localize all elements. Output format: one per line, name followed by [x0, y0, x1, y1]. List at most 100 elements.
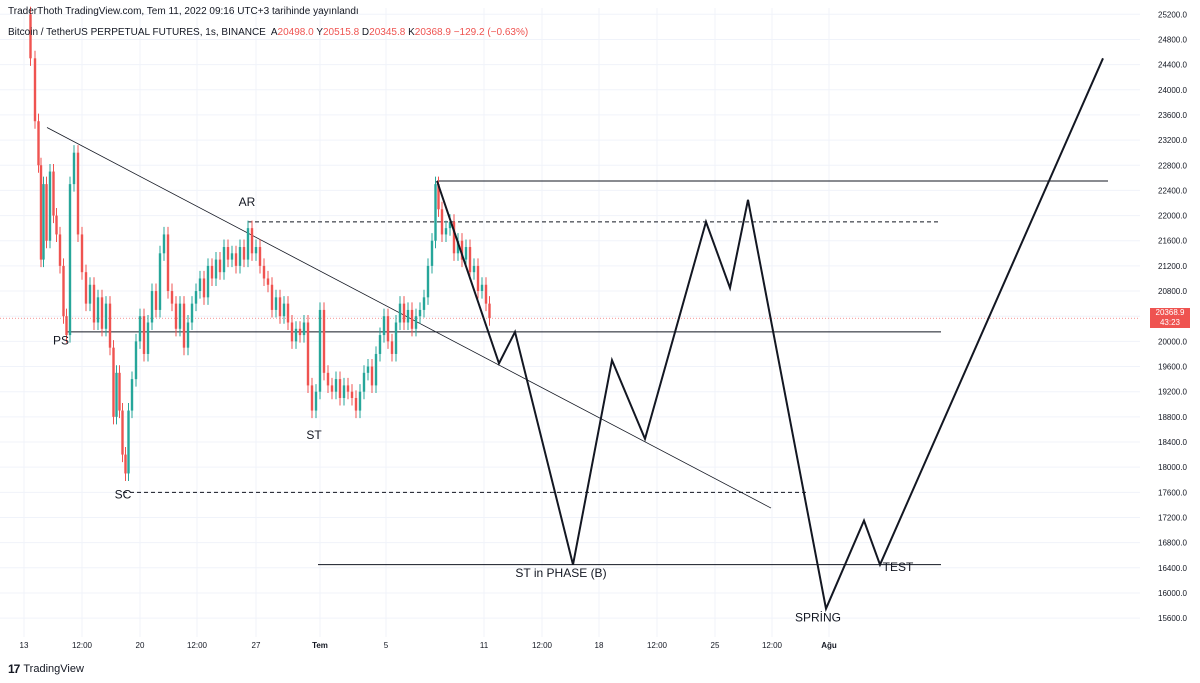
- price-tick-label: 23600.0: [1158, 111, 1187, 120]
- candle-body: [434, 184, 437, 241]
- candle-body: [468, 247, 472, 273]
- candle-body: [162, 234, 166, 254]
- candle-body: [29, 14, 32, 59]
- annotation-label: AR: [239, 195, 256, 209]
- price-tick-label: 16800.0: [1158, 539, 1187, 548]
- time-tick-label: 27: [252, 641, 261, 650]
- candle-body: [460, 240, 464, 260]
- close-value: 20368.9: [414, 27, 451, 38]
- candle-body: [378, 335, 382, 354]
- candle-body: [62, 265, 65, 317]
- candle-body: [286, 303, 290, 323]
- candle-body: [290, 322, 294, 342]
- candle-body: [410, 309, 414, 329]
- close-label: K: [408, 27, 415, 38]
- time-axis: 13 12:00 20 12:00 27 Tem 5 11 12:00 18 12:00 25 12:0…: [20, 641, 837, 650]
- candle-body: [146, 322, 150, 354]
- candle-body: [48, 171, 52, 241]
- price-tick-label: 24400.0: [1158, 61, 1187, 70]
- candle-body: [366, 366, 370, 373]
- time-tick-label: 13: [20, 641, 29, 650]
- candle-body: [440, 209, 444, 235]
- candle-body: [115, 372, 118, 417]
- candle-body: [65, 316, 68, 336]
- candle-body: [142, 316, 146, 354]
- candle-body: [390, 341, 394, 354]
- candle-body: [414, 316, 418, 329]
- candle-body: [476, 265, 480, 292]
- symbol-legend[interactable]: Bitcoin / TetherUS PERPETUAL FUTURES, 1s…: [8, 27, 528, 38]
- time-tick-label: 12:00: [187, 641, 208, 650]
- candle-body: [394, 322, 398, 354]
- candle-body: [480, 284, 484, 292]
- price-tick-label: 22800.0: [1158, 161, 1187, 170]
- projection-path: [436, 57, 1104, 613]
- candle-body: [254, 247, 258, 254]
- candle-body: [121, 410, 124, 455]
- candle-body: [282, 303, 286, 317]
- high-label: Y: [316, 27, 323, 38]
- price-tick-label: 24800.0: [1158, 35, 1187, 44]
- candle-body: [426, 265, 430, 298]
- price-tick-label: 20800.0: [1158, 287, 1187, 296]
- candle-body: [92, 284, 96, 323]
- candle-body: [68, 184, 72, 336]
- candle-body: [100, 297, 104, 329]
- time-tick-label: 11: [480, 641, 489, 650]
- candle-body: [104, 303, 108, 329]
- price-tick-label: 17200.0: [1158, 513, 1187, 522]
- candle-body: [45, 184, 48, 241]
- candle-body: [346, 385, 350, 392]
- price-tick-label: 21200.0: [1158, 262, 1187, 271]
- candle-body: [42, 184, 45, 260]
- price-tick-label: 24000.0: [1158, 86, 1187, 95]
- candle-body: [406, 309, 410, 323]
- candle-body: [338, 379, 342, 398]
- annotation-label: ST: [306, 428, 322, 442]
- candle-body: [166, 234, 170, 292]
- candle-body: [362, 372, 366, 392]
- candle-body: [250, 228, 254, 254]
- high-value: 20515.8: [322, 27, 360, 38]
- current-price-value: 20368.9: [1155, 308, 1185, 318]
- candle-body: [194, 291, 198, 304]
- candle-body: [242, 247, 246, 260]
- chart-annotations: PS AR SC ST ST in PHASE (B) SPRİNG TEST: [53, 195, 914, 624]
- price-tick-label: 19600.0: [1158, 363, 1187, 372]
- candle-body: [118, 372, 121, 411]
- time-tick-label: 12:00: [72, 641, 93, 650]
- tradingview-footer[interactable]: 17 TradingView: [8, 662, 84, 676]
- level-lines: [0, 180, 1140, 566]
- candle-body: [318, 309, 322, 392]
- candle-body: [398, 303, 402, 323]
- candle-body: [96, 297, 100, 323]
- candle-body: [262, 265, 266, 279]
- candle-body: [198, 278, 202, 292]
- time-tick-label: 25: [711, 641, 720, 650]
- price-tick-label: 15600.0: [1158, 614, 1187, 623]
- candle-body: [258, 247, 262, 266]
- symbol-name: Bitcoin / TetherUS PERPETUAL FUTURES, 1s…: [8, 27, 266, 38]
- candle-body: [370, 366, 374, 386]
- change-value: −129.2 (−0.63%): [453, 27, 529, 38]
- candle-body: [178, 303, 182, 329]
- candle-body: [134, 341, 138, 380]
- candle-body: [52, 171, 55, 216]
- candle-body: [124, 454, 127, 474]
- candle-body: [33, 58, 37, 122]
- current-price-tag: 20368.9 43:23: [1150, 308, 1190, 329]
- price-tick-label: 23200.0: [1158, 136, 1187, 145]
- candle-body: [306, 322, 310, 386]
- price-tick-label: 18800.0: [1158, 413, 1187, 422]
- candle-body: [222, 247, 226, 273]
- time-tick-label: 5: [384, 641, 389, 650]
- candle-body: [270, 284, 274, 310]
- candle-body: [130, 379, 134, 411]
- candle-body: [246, 228, 250, 260]
- candle-body: [310, 385, 314, 411]
- candle-body: [234, 253, 238, 266]
- candle-body: [226, 247, 230, 260]
- price-tick-label: 22000.0: [1158, 212, 1187, 221]
- annotation-label: PS: [53, 334, 69, 348]
